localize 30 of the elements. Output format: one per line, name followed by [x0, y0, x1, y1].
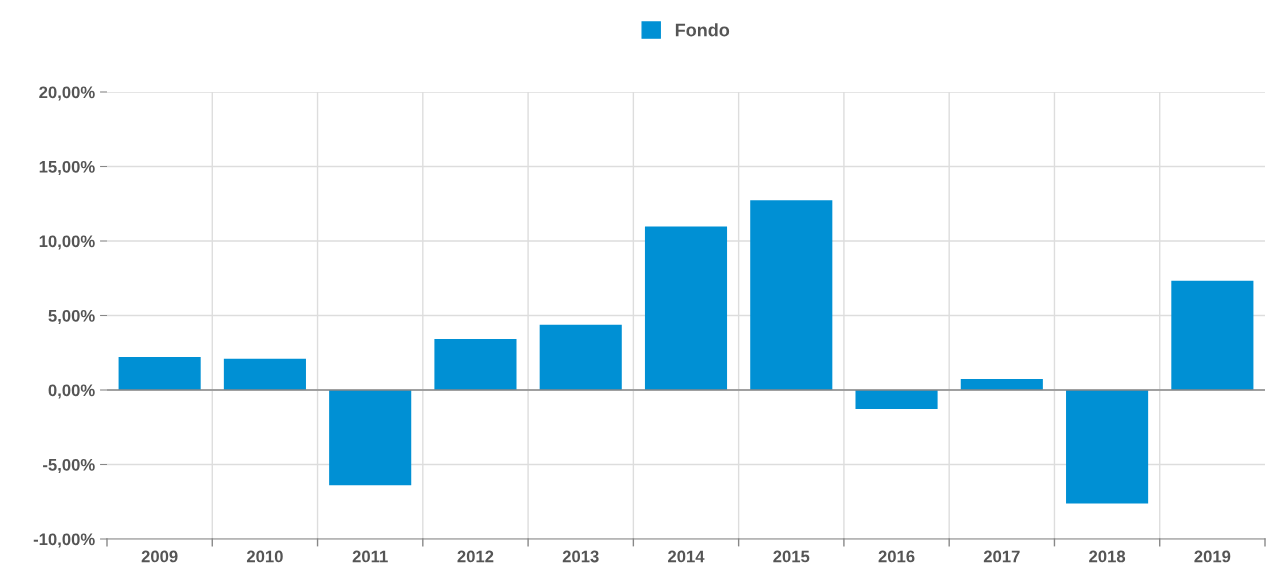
legend-label: Fondo	[675, 23, 730, 37]
x-tick-label: 2018	[1089, 550, 1126, 563]
x-tick-label: 2015	[773, 550, 810, 563]
x-tick-label: 2012	[457, 550, 494, 563]
x-tick-label: 2014	[668, 550, 705, 563]
x-tick-label: 2016	[878, 550, 915, 563]
bar	[1171, 280, 1254, 390]
y-tick-label: 15,00%	[39, 160, 95, 176]
bar	[644, 226, 728, 390]
bar	[223, 358, 306, 390]
bar	[329, 390, 412, 486]
bar	[750, 200, 833, 390]
bar	[434, 338, 517, 390]
y-tick-label: -10,00%	[33, 533, 95, 548]
bar	[1066, 390, 1149, 504]
bar	[539, 324, 622, 390]
x-tick-label: 2009	[141, 550, 178, 563]
bar	[855, 390, 938, 410]
y-tick-label: 20,00%	[39, 86, 95, 101]
y-tick-label: -5,00%	[43, 458, 95, 474]
bar	[118, 356, 201, 390]
x-tick-label: 2011	[352, 550, 388, 563]
y-tick-label: 0,00%	[48, 384, 95, 399]
x-tick-label: 2013	[562, 550, 599, 563]
y-tick-label: 5,00%	[48, 309, 95, 325]
bar	[960, 378, 1043, 390]
y-tick-label: 10,00%	[39, 235, 95, 250]
x-tick-label: 2010	[246, 550, 283, 563]
x-tick-label: 2017	[983, 550, 1020, 563]
x-tick-label: 2019	[1194, 550, 1231, 563]
